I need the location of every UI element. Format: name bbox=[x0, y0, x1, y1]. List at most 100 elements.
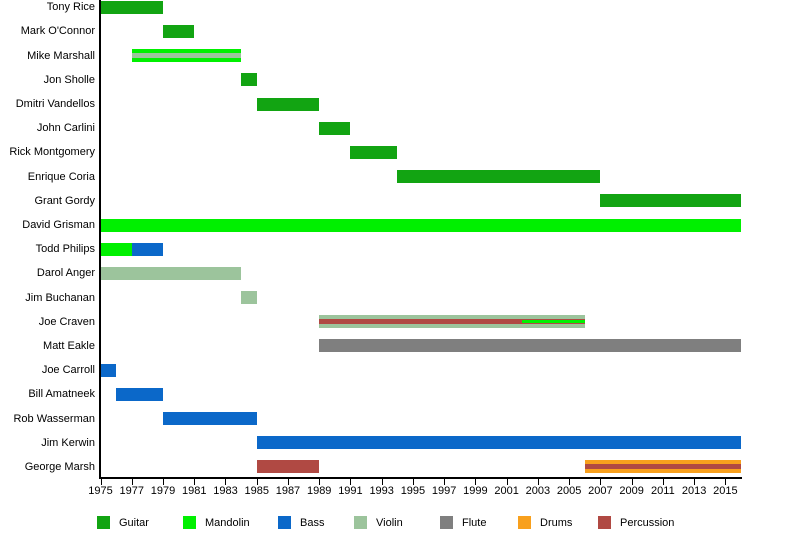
x-axis-tick bbox=[162, 479, 164, 485]
x-axis-tick-label: 1997 bbox=[431, 485, 457, 497]
x-axis-tick bbox=[350, 479, 352, 485]
timeline-bar-mandolin bbox=[522, 320, 585, 324]
mandolin-color-swatch bbox=[183, 516, 196, 529]
x-axis-tick bbox=[225, 479, 227, 485]
x-axis-tick bbox=[194, 479, 196, 485]
row-label-tony-rice: Tony Rice bbox=[46, 1, 95, 14]
row-label-rob-wasserman: Rob Wasserman bbox=[13, 412, 95, 425]
x-axis-tick-label: 2001 bbox=[494, 485, 519, 497]
timeline-bar-violin bbox=[241, 291, 257, 305]
flute-color-swatch bbox=[440, 516, 453, 529]
row-label-david-grisman: David Grisman bbox=[22, 219, 95, 231]
x-axis-tick-label: 2003 bbox=[525, 485, 551, 497]
guitar-color-swatch bbox=[97, 516, 110, 529]
x-axis-tick-label: 1983 bbox=[213, 485, 238, 497]
timeline-bar-bass bbox=[162, 412, 257, 426]
x-axis-tick-label: 1989 bbox=[306, 485, 332, 497]
timeline-bar-percussion bbox=[256, 460, 320, 474]
percussion-color-swatch bbox=[598, 516, 611, 529]
timeline-bar-guitar bbox=[350, 145, 398, 159]
x-axis-tick-label: 2007 bbox=[588, 485, 613, 497]
legend-label-guitar: Guitar bbox=[119, 517, 149, 529]
timeline-bar-guitar bbox=[397, 170, 601, 184]
timeline-bar-violin bbox=[131, 53, 242, 59]
x-axis-tick-label: 1993 bbox=[369, 485, 394, 497]
x-axis-tick-label: 1981 bbox=[181, 485, 207, 497]
timeline-bar-mandolin bbox=[100, 242, 132, 256]
row-label-john-carlini: John Carlini bbox=[36, 122, 95, 135]
x-axis-tick bbox=[287, 479, 289, 485]
x-axis-tick bbox=[725, 479, 727, 485]
x-axis-tick bbox=[506, 479, 508, 485]
timeline-bar-bass bbox=[100, 363, 117, 377]
bass-color-swatch bbox=[278, 516, 291, 529]
timeline-bar-percussion bbox=[319, 319, 585, 325]
row-label-george-marsh: George Marsh bbox=[24, 460, 95, 473]
row-label-matt-eakle: Matt Eakle bbox=[43, 339, 95, 352]
row-label-enrique-coria: Enrique Coria bbox=[27, 170, 95, 183]
x-axis-tick-label: 1999 bbox=[463, 485, 488, 497]
timeline-bar-guitar bbox=[100, 0, 163, 14]
x-axis-tick bbox=[662, 479, 664, 485]
legend-label-mandolin: Mandolin bbox=[205, 517, 250, 529]
x-axis-tick-label: 2011 bbox=[651, 485, 675, 497]
x-axis-line bbox=[99, 477, 742, 479]
row-label-joe-carroll: Joe Carroll bbox=[41, 364, 95, 377]
y-axis-line bbox=[99, 0, 101, 477]
timeline-bar-guitar bbox=[162, 24, 195, 38]
timeline-bar-guitar bbox=[256, 97, 320, 111]
x-axis-tick bbox=[100, 479, 102, 485]
timeline-bar-guitar bbox=[319, 121, 351, 135]
row-label-rick-montgomery: Rick Montgomery bbox=[9, 146, 95, 159]
x-axis-tick bbox=[475, 479, 477, 485]
x-axis-tick-label: 1979 bbox=[150, 485, 176, 497]
x-axis-tick-label: 1987 bbox=[275, 485, 301, 497]
legend-label-drums: Drums bbox=[540, 517, 573, 529]
row-label-jon-sholle: Jon Sholle bbox=[43, 73, 95, 86]
legend-label-percussion: Percussion bbox=[620, 517, 675, 529]
x-axis-tick bbox=[569, 479, 571, 485]
x-axis-tick bbox=[600, 479, 602, 485]
drums-color-swatch bbox=[518, 516, 531, 529]
legend-label-bass: Bass bbox=[300, 517, 325, 529]
timeline-bar-guitar bbox=[241, 73, 257, 87]
row-label-mike-marshall: Mike Marshall bbox=[27, 49, 95, 62]
x-axis-tick-label: 1985 bbox=[244, 485, 269, 497]
row-label-dmitri-vandellos: Dmitri Vandellos bbox=[15, 98, 95, 111]
x-axis-tick-label: 1991 bbox=[338, 485, 363, 497]
timeline-bar-guitar bbox=[600, 194, 741, 208]
x-axis-tick bbox=[412, 479, 414, 485]
x-axis-tick bbox=[694, 479, 696, 485]
x-axis-tick bbox=[319, 479, 321, 485]
x-axis-tick-label: 1995 bbox=[400, 485, 426, 497]
x-axis-tick bbox=[444, 479, 446, 485]
row-label-darol-anger: Darol Anger bbox=[36, 267, 95, 280]
row-label-grant-gordy: Grant Gordy bbox=[34, 194, 95, 207]
timeline-bar-flute bbox=[319, 339, 741, 353]
violin-color-swatch bbox=[354, 516, 367, 529]
x-axis-tick-label: 1977 bbox=[119, 485, 144, 497]
x-axis-tick-label: 2005 bbox=[556, 485, 582, 497]
row-label-bill-amatneek: Bill Amatneek bbox=[28, 388, 95, 401]
timeline-bar-violin bbox=[100, 266, 242, 280]
row-label-jim-kerwin: Jim Kerwin bbox=[41, 436, 95, 449]
row-label-joe-craven: Joe Craven bbox=[38, 315, 95, 328]
timeline-bar-bass bbox=[256, 436, 741, 450]
x-axis-tick bbox=[381, 479, 383, 485]
x-axis-tick bbox=[131, 479, 133, 485]
timeline-bar-percussion bbox=[584, 464, 741, 470]
x-axis-tick-label: 1975 bbox=[88, 485, 113, 497]
legend-label-violin: Violin bbox=[376, 517, 403, 529]
timeline-bar-bass bbox=[131, 242, 163, 256]
x-axis-tick-label: 2013 bbox=[681, 485, 707, 497]
x-axis-tick-label: 2015 bbox=[713, 485, 738, 497]
x-axis-tick bbox=[537, 479, 539, 485]
x-axis-tick bbox=[256, 479, 258, 485]
x-axis-tick-label: 2009 bbox=[619, 485, 644, 497]
row-label-todd-philips: Todd Philips bbox=[35, 243, 95, 256]
row-label-mark-o-connor: Mark O'Connor bbox=[20, 25, 95, 38]
timeline-bar-bass bbox=[116, 387, 163, 401]
legend-label-flute: Flute bbox=[462, 517, 487, 529]
row-label-jim-buchanan: Jim Buchanan bbox=[25, 291, 95, 304]
